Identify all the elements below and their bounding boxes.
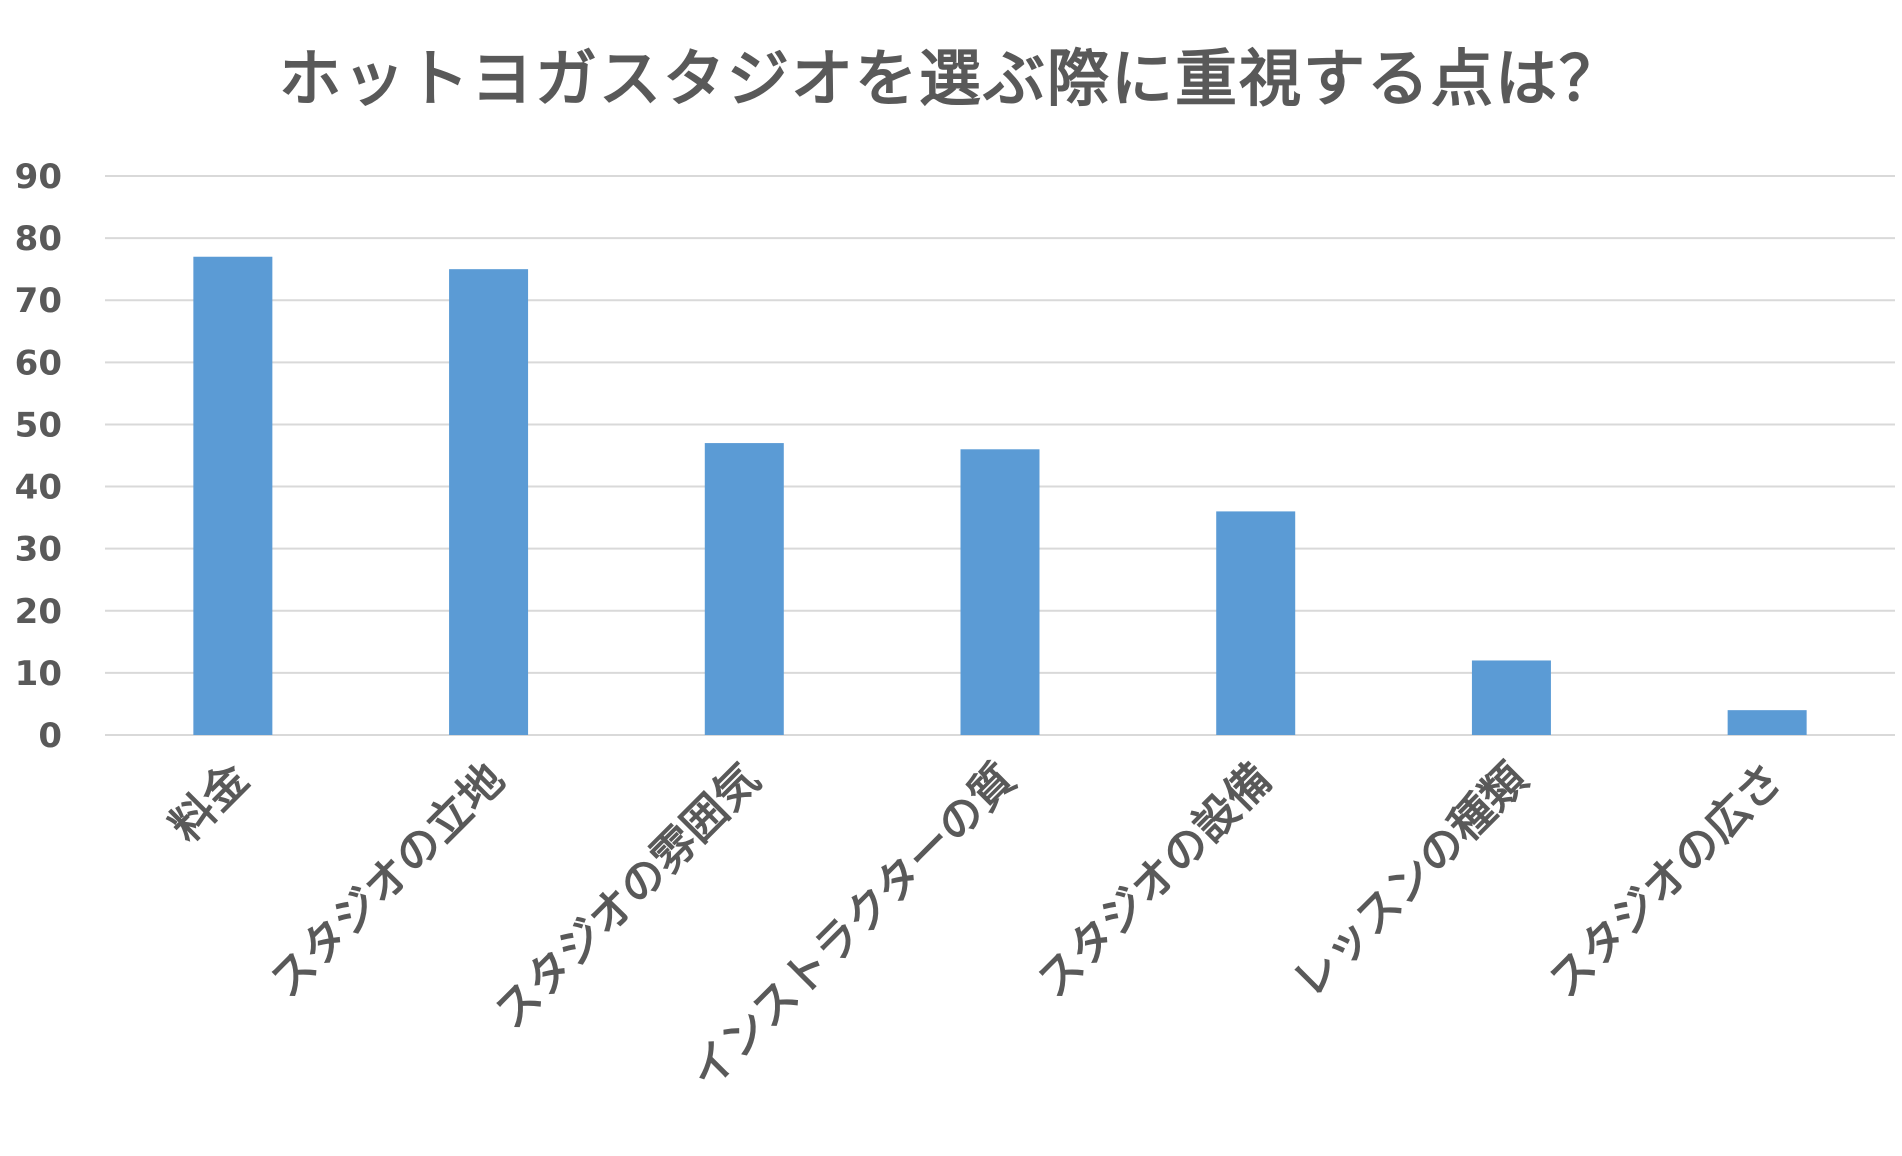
chart-title: ホットヨガスタジオを選ぶ際に重視する点は？ <box>278 42 1623 115</box>
x-category-label: レッスンの種類 <box>1283 753 1538 1008</box>
x-category-label: スタジオの広さ <box>1539 754 1793 1008</box>
x-category-label: スタジオの設備 <box>1028 754 1282 1008</box>
y-tick-label: 30 <box>15 530 62 570</box>
bar-4 <box>1216 511 1296 735</box>
y-tick-label: 50 <box>15 405 62 445</box>
x-category-label: スタジオの立地 <box>260 754 514 1008</box>
bar-5 <box>1471 660 1551 735</box>
y-axis-ticks: 0 10 20 30 40 50 60 70 80 90 <box>15 157 62 756</box>
y-tick-label: 10 <box>15 654 62 694</box>
y-tick-label: 60 <box>15 343 62 383</box>
bar-1 <box>449 269 529 735</box>
bar-6 <box>1727 710 1807 735</box>
bar-0 <box>193 256 273 735</box>
y-tick-label: 40 <box>15 468 62 508</box>
x-category-label: 料金 <box>160 753 259 852</box>
bar-2 <box>704 443 784 735</box>
y-tick-label: 20 <box>15 592 62 632</box>
bar-3 <box>960 449 1040 735</box>
y-tick-label: 70 <box>15 281 62 321</box>
y-tick-label: 90 <box>15 157 62 197</box>
y-tick-label: 0 <box>38 716 62 756</box>
bars <box>193 256 1807 735</box>
y-tick-label: 80 <box>15 219 62 259</box>
x-category-label: スタジオの雰囲気 <box>485 754 770 1039</box>
